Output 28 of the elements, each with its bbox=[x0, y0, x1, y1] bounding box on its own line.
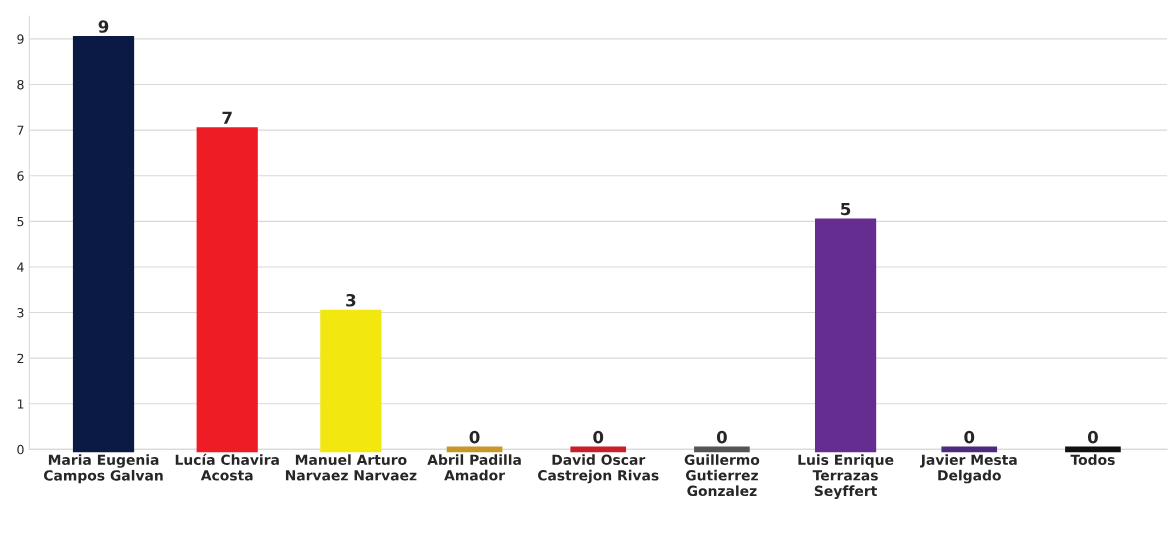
y-tick-label: 6 bbox=[17, 171, 24, 181]
x-tick-label: Lucía Chavira Acosta bbox=[175, 453, 279, 481]
x-tick-label: Maria Eugenia Campos Galvan bbox=[43, 454, 163, 484]
y-tick-label: 5 bbox=[17, 216, 24, 227]
y-tick-label: 2 bbox=[17, 353, 24, 363]
data-label: 9 bbox=[98, 20, 109, 33]
data-label: 7 bbox=[222, 111, 232, 124]
y-tick-label: 7 bbox=[17, 125, 24, 135]
y-tick-label: 8 bbox=[17, 79, 24, 90]
data-label: 0 bbox=[964, 430, 975, 444]
x-tick-label: Abril Padilla Amador bbox=[427, 454, 521, 481]
x-tick-label: Guillermo Gutierrez Gonzalez bbox=[684, 454, 760, 497]
x-tick-label: Todos bbox=[1070, 454, 1115, 466]
data-label: 0 bbox=[469, 430, 480, 444]
data-label: 0 bbox=[593, 430, 604, 444]
y-tick-label: 3 bbox=[17, 308, 24, 318]
x-tick-label: Manuel Arturo Narvaez Narvaez bbox=[285, 454, 417, 481]
x-tick-label: David Oscar Castrejon Rivas bbox=[537, 454, 659, 484]
x-tick-label: Javier Mesta Delgado bbox=[919, 454, 1017, 484]
y-tick-label: 0 bbox=[17, 444, 24, 455]
data-label: 3 bbox=[346, 293, 356, 307]
data-label: 5 bbox=[841, 202, 851, 216]
x-tick-label: Luis Enrique Terrazas Seyffert bbox=[798, 454, 894, 499]
y-tick-label: 4 bbox=[17, 262, 24, 272]
data-label: 0 bbox=[716, 430, 727, 444]
y-tick-label: 1 bbox=[17, 399, 24, 409]
y-tick-label: 9 bbox=[17, 34, 24, 44]
data-label: 0 bbox=[1087, 430, 1098, 444]
